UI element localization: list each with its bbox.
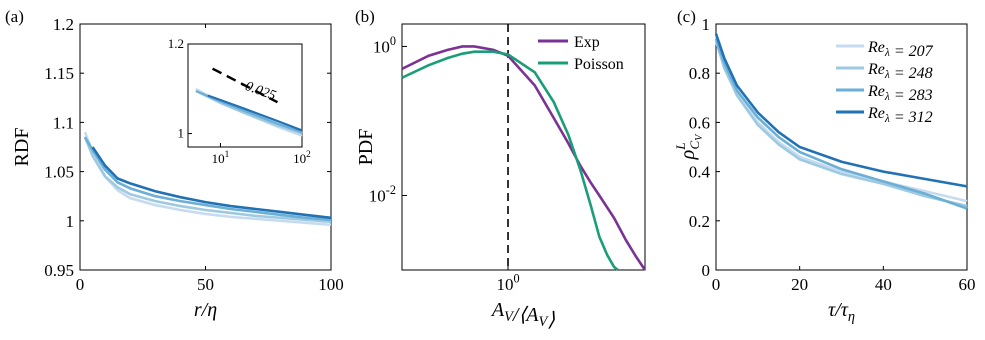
legend-label-c: Reλ = 248 xyxy=(867,61,933,82)
x-axis-label-a: r/η xyxy=(194,299,217,321)
series-line-b-1 xyxy=(401,50,619,272)
x-tick-label-c: 40 xyxy=(875,275,892,294)
inset-series-line-1 xyxy=(195,90,303,135)
x-tick-label-c: 60 xyxy=(959,275,976,294)
y-tick-label-b: 100 xyxy=(373,34,396,57)
panel-label-a: (a) xyxy=(5,7,24,26)
inset-series-line-3 xyxy=(207,94,303,132)
y-tick-label-a: 1 xyxy=(66,212,75,231)
y-tick-label-c: 0.4 xyxy=(689,163,711,182)
x-tick-label-a: 100 xyxy=(318,275,344,294)
y-tick-label-a: 0.95 xyxy=(44,261,74,280)
y-tick-label-c: 0.6 xyxy=(689,113,710,132)
panel-label-b: (b) xyxy=(355,7,375,26)
y-tick-label-a: 1.1 xyxy=(53,113,74,132)
series-line-a-1 xyxy=(83,136,332,224)
series-line-a-3 xyxy=(91,146,332,220)
x-tick-label-c: 20 xyxy=(791,275,808,294)
y-tick-label-a: 1.2 xyxy=(53,15,74,34)
legend-label-b: Poisson xyxy=(574,56,624,73)
x-tick-label-c: 0 xyxy=(712,275,721,294)
x-axis-label-c: τ/τη xyxy=(828,299,855,325)
inset-x-tick-label: 101 xyxy=(212,150,230,166)
legend-label-c: Reλ = 207 xyxy=(867,39,934,60)
x-axis-label-b: AV/⟨AV⟩ xyxy=(490,299,555,331)
y-tick-label-c: 0.8 xyxy=(689,64,710,83)
axes-box-b xyxy=(401,23,646,271)
series-line-a-2 xyxy=(83,136,332,222)
panel-b: (b) 100 100 10-2 AV/⟨AV⟩ PDF Exp Poisson xyxy=(355,7,647,331)
panel-label-c: (c) xyxy=(677,7,696,26)
series-line-c-1 xyxy=(714,40,968,208)
series-line-b-0 xyxy=(401,45,647,271)
inset-y-tick-label: 1.2 xyxy=(168,36,184,51)
x-tick-label-a: 50 xyxy=(197,275,214,294)
panel-c: (c) 0 20 40 60 0 0.2 0.4 0.6 0.8 1 τ/τη ρLCV Reλ = 20… xyxy=(673,7,976,325)
y-axis-label-a: RDF xyxy=(11,128,33,167)
y-axis-label-b: PDF xyxy=(355,129,377,166)
axes-box-c xyxy=(715,23,968,271)
y-tick-label-c: 1 xyxy=(702,15,711,34)
inset-y-tick-label: 1 xyxy=(178,126,185,141)
series-line-c-2 xyxy=(714,38,968,210)
legend-label-c: Reλ = 312 xyxy=(867,105,933,126)
x-tick-label-b: 100 xyxy=(496,271,519,294)
y-tick-label-c: 0 xyxy=(702,261,711,280)
y-tick-label-c: 0.2 xyxy=(689,212,710,231)
slope-reference-line xyxy=(211,67,279,104)
panel-a: (a) 0 50 100 0.95 1 1.05 1.1 1.15 1.2 r/η RDF 101 102… xyxy=(5,7,344,321)
legend-label-b: Exp xyxy=(574,34,600,51)
y-tick-label-a: 1.15 xyxy=(44,64,74,83)
y-axis-label-c: ρLCV xyxy=(673,133,705,161)
y-tick-label-a: 1.05 xyxy=(44,163,74,182)
legend-label-c: Reλ = 283 xyxy=(867,83,933,104)
y-tick-label-b: 10-2 xyxy=(369,183,396,206)
inset-x-tick-label: 102 xyxy=(293,150,311,166)
series-line-c-3 xyxy=(714,33,968,188)
x-tick-label-a: 0 xyxy=(76,275,85,294)
